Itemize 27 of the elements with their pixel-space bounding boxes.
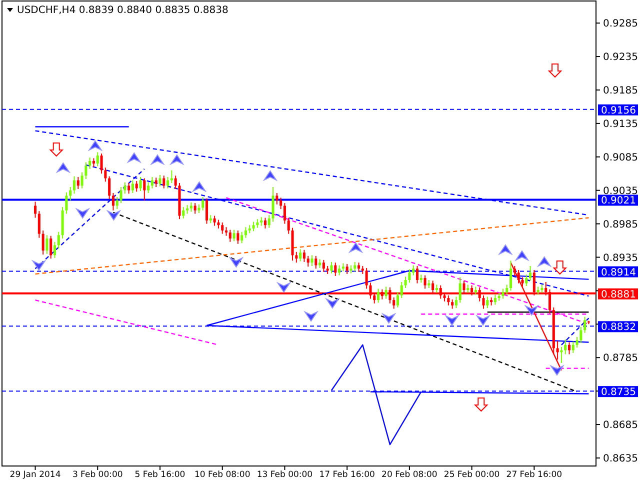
y-tick-label: 0.9235 <box>603 52 638 64</box>
chart-title: USDCHF,H4 0.8839 0.8840 0.8835 0.8838 <box>17 5 228 16</box>
ref-line-label: 0.8914 <box>601 267 636 278</box>
y-tick-label: 0.8935 <box>603 252 638 264</box>
y-tick-label: 0.9085 <box>603 152 638 164</box>
y-tick-label: 0.9135 <box>603 118 638 130</box>
x-tick-label: 3 Feb 00:00 <box>72 470 123 480</box>
ref-line-label: 0.8881 <box>601 289 636 300</box>
ref-line-label: 0.9021 <box>601 196 636 207</box>
y-tick-label: 0.8785 <box>603 353 638 364</box>
ref-line-label: 0.8832 <box>601 322 636 334</box>
y-tick-label: 0.8985 <box>603 219 638 230</box>
ref-line-label: 0.9156 <box>601 105 636 116</box>
ref-line-label: 0.8735 <box>601 387 636 398</box>
x-tick-label: 29 Jan 2014 <box>10 470 61 480</box>
y-tick-label: 0.9035 <box>603 186 638 197</box>
y-tick-label: 0.8685 <box>603 420 638 432</box>
x-tick-label: 27 Feb 16:00 <box>506 470 562 480</box>
x-tick-label: 10 Feb 08:00 <box>194 470 250 480</box>
x-tick-label: 13 Feb 00:00 <box>256 470 313 480</box>
y-tick-label: 0.9185 <box>603 85 638 96</box>
x-tick-label: 20 Feb 08:00 <box>382 470 438 480</box>
x-tick-label: 25 Feb 00:00 <box>444 470 500 480</box>
x-tick-label: 5 Feb 16:00 <box>134 470 186 480</box>
y-tick-label: 0.8635 <box>603 453 638 464</box>
x-tick-label: 17 Feb 16:00 <box>319 470 375 480</box>
y-tick-label: 0.9285 <box>603 18 638 30</box>
